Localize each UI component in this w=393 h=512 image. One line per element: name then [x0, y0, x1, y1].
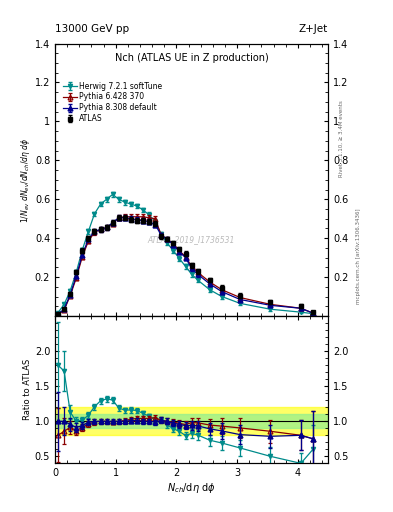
- Text: ATLAS_2019_I1736531: ATLAS_2019_I1736531: [148, 235, 235, 244]
- Text: 13000 GeV pp: 13000 GeV pp: [55, 24, 129, 34]
- Text: Nch (ATLAS UE in Z production): Nch (ATLAS UE in Z production): [115, 53, 268, 63]
- Y-axis label: Ratio to ATLAS: Ratio to ATLAS: [23, 359, 32, 420]
- Text: Z+Jet: Z+Jet: [299, 24, 328, 34]
- Y-axis label: $1/N_{ev}$ $dN_{ev}/dN_{ch}/d\eta$ $d\phi$: $1/N_{ev}$ $dN_{ev}/dN_{ch}/d\eta$ $d\ph…: [19, 137, 32, 223]
- Text: Rivet 3.1.10, ≥ 3.4M events: Rivet 3.1.10, ≥ 3.4M events: [339, 100, 344, 177]
- Bar: [55, 414, 328, 428]
- Bar: [55, 407, 328, 435]
- X-axis label: $N_{ch}$/d$\eta$ d$\phi$: $N_{ch}$/d$\eta$ d$\phi$: [167, 481, 216, 495]
- Text: mcplots.cern.ch [arXiv:1306.3436]: mcplots.cern.ch [arXiv:1306.3436]: [356, 208, 361, 304]
- Legend: Herwig 7.2.1 softTune, Pythia 6.428 370, Pythia 8.308 default, ATLAS: Herwig 7.2.1 softTune, Pythia 6.428 370,…: [62, 80, 164, 125]
